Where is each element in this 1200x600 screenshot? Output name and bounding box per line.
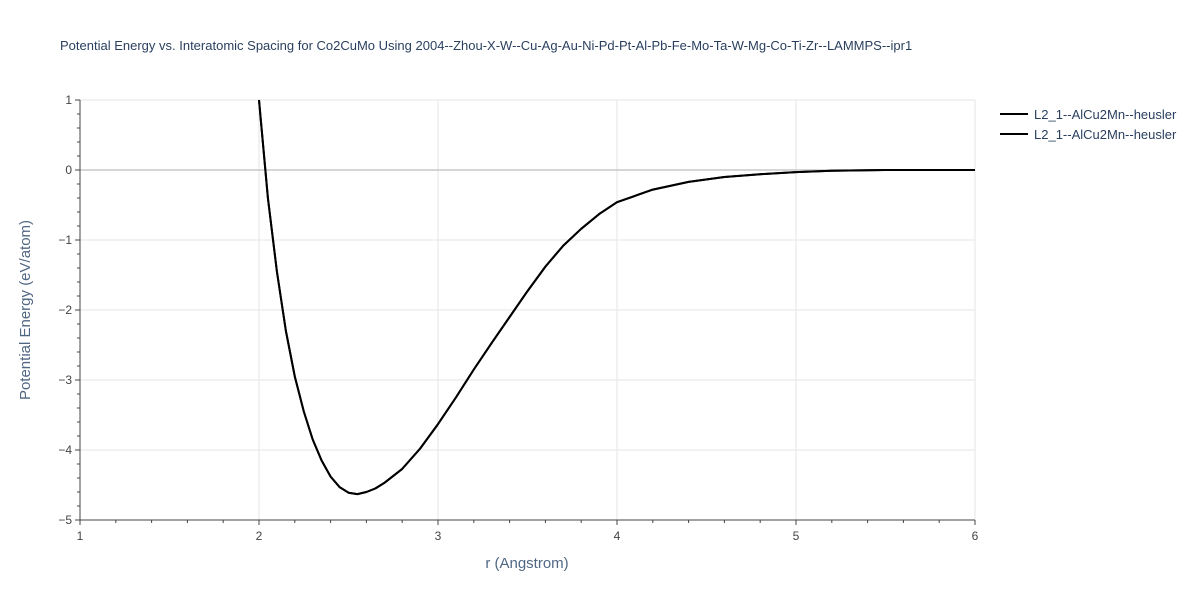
axes bbox=[75, 99, 976, 525]
series-line-2[interactable] bbox=[258, 99, 975, 496]
y-tick-label: −2 bbox=[58, 303, 72, 317]
grid bbox=[80, 99, 976, 520]
legend[interactable]: L2_1--AlCu2Mn--heusler L2_1--AlCu2Mn--heu… bbox=[1000, 107, 1177, 142]
x-tick-label: 1 bbox=[77, 529, 84, 543]
x-tick-label: 2 bbox=[256, 529, 263, 543]
series-lines bbox=[258, 99, 975, 496]
y-tick-label: −1 bbox=[58, 233, 72, 247]
x-tick-label: 4 bbox=[614, 529, 621, 543]
x-tick-label: 5 bbox=[793, 529, 800, 543]
legend-label: L2_1--AlCu2Mn--heusler bbox=[1034, 107, 1177, 122]
x-tick-label: 6 bbox=[972, 529, 979, 543]
legend-item[interactable]: L2_1--AlCu2Mn--heusler bbox=[1000, 107, 1177, 122]
y-tick-label: −5 bbox=[58, 513, 72, 527]
x-tick-label: 3 bbox=[435, 529, 442, 543]
y-tick-label: 1 bbox=[65, 93, 72, 107]
y-axis-label: Potential Energy (eV/atom) bbox=[17, 220, 34, 400]
x-axis-label: r (Angstrom) bbox=[485, 555, 568, 572]
legend-label: L2_1--AlCu2Mn--heusler bbox=[1034, 127, 1177, 142]
legend-item[interactable]: L2_1--AlCu2Mn--heusler bbox=[1000, 127, 1177, 142]
y-tick-label: 0 bbox=[65, 163, 72, 177]
y-tick-label: −4 bbox=[58, 443, 72, 457]
y-axis-ticks: 1 0 −1 −2 −3 −4 −5 bbox=[58, 93, 72, 527]
x-axis-ticks: 1 2 3 4 5 6 bbox=[77, 529, 979, 543]
chart-title: Potential Energy vs. Interatomic Spacing… bbox=[60, 38, 912, 53]
y-tick-label: −3 bbox=[58, 373, 72, 387]
